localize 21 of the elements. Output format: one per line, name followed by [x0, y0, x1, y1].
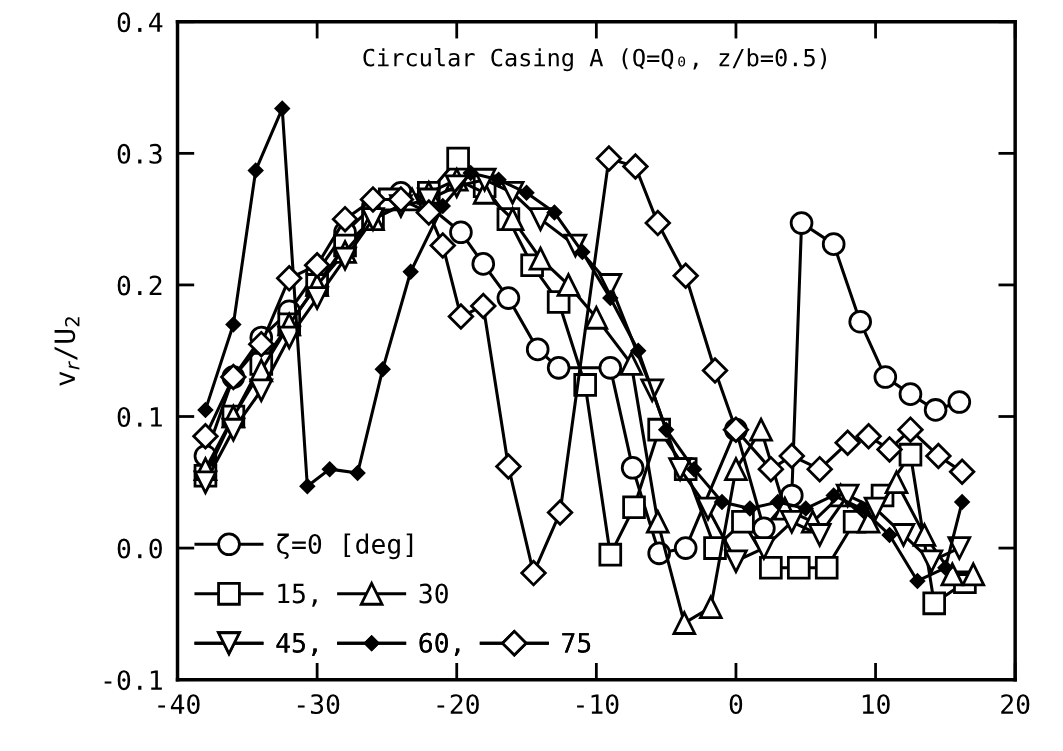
y-tick-label: 0.3 — [117, 143, 162, 164]
y-axis-title: v$_{r}$/U$_{2}$ — [54, 317, 80, 386]
y-tick-label: 0.4 — [117, 12, 163, 33]
y-tick-label: 0.2 — [117, 275, 162, 296]
x-tick-label: -30 — [297, 694, 340, 715]
x-tick-label: 0 — [729, 694, 743, 715]
x-tick-label: 10 — [862, 694, 890, 715]
x-tick-label: -40 — [158, 694, 200, 715]
legend-label: 30 — [419, 583, 448, 604]
legend-label: ζ=0 [deg] — [277, 533, 413, 560]
y-tick-label: 0.1 — [117, 407, 162, 427]
legend-label: 15, — [278, 583, 317, 607]
text: Circular Casing A (Q=Q₀, z/b=0.5) — [363, 48, 826, 72]
y-tick-label: -0.1 — [104, 670, 162, 691]
legend-label: 75 — [562, 633, 591, 653]
x-tick-label: 20 — [1001, 694, 1030, 715]
y-tick-label: 0.0 — [117, 538, 162, 559]
x-tick-label: -10 — [577, 694, 619, 715]
x-tick-label: -20 — [437, 694, 479, 715]
legend-label: 45, — [276, 633, 317, 657]
legend-label: 60, — [419, 632, 460, 657]
